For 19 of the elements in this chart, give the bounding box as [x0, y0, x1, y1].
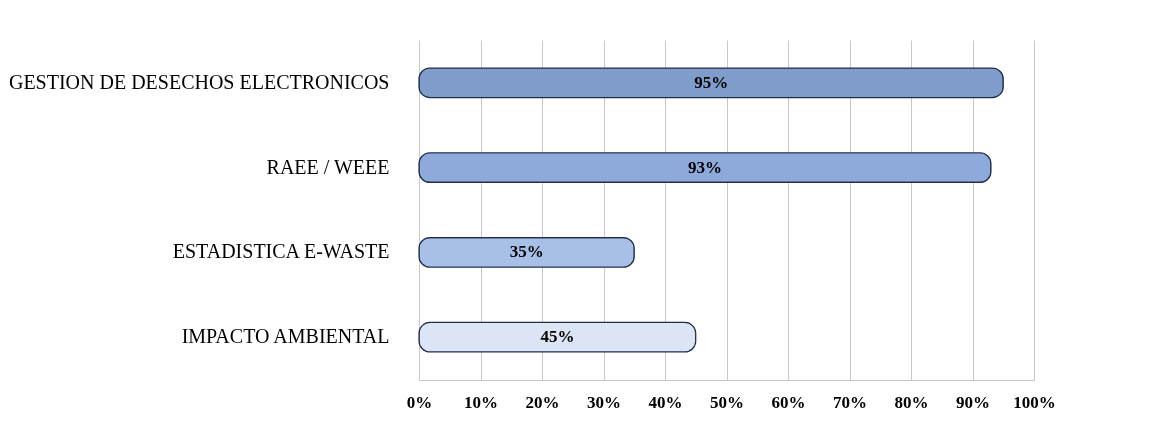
x-tick-label: 0%: [406, 392, 433, 412]
x-tick-label: 100%: [1013, 392, 1056, 412]
y-tick-label: IMPACTO AMBIENTAL: [181, 325, 390, 348]
y-tick-label: RAEE / WEEE: [266, 155, 390, 178]
data-label: 93%: [687, 157, 722, 177]
x-tick-label: 70%: [833, 392, 867, 412]
x-tick-label: 90%: [956, 392, 990, 412]
y-tick-label: ESTADISTICA E-WASTE: [172, 240, 390, 263]
data-label: 35%: [509, 242, 544, 262]
data-label: 95%: [694, 72, 729, 92]
x-tick-label: 10%: [464, 392, 498, 412]
x-tick-label: 30%: [587, 392, 621, 412]
x-tick-label: 20%: [525, 392, 560, 412]
y-tick-label: GESTION DE DESECHOS ELECTRONICOS: [8, 70, 390, 93]
x-tick-label: 60%: [771, 392, 806, 412]
x-tick-label: 50%: [710, 392, 744, 412]
x-tick-label: 40%: [648, 392, 683, 412]
x-tick-label: 80%: [894, 392, 929, 412]
data-label: 45%: [540, 327, 575, 347]
